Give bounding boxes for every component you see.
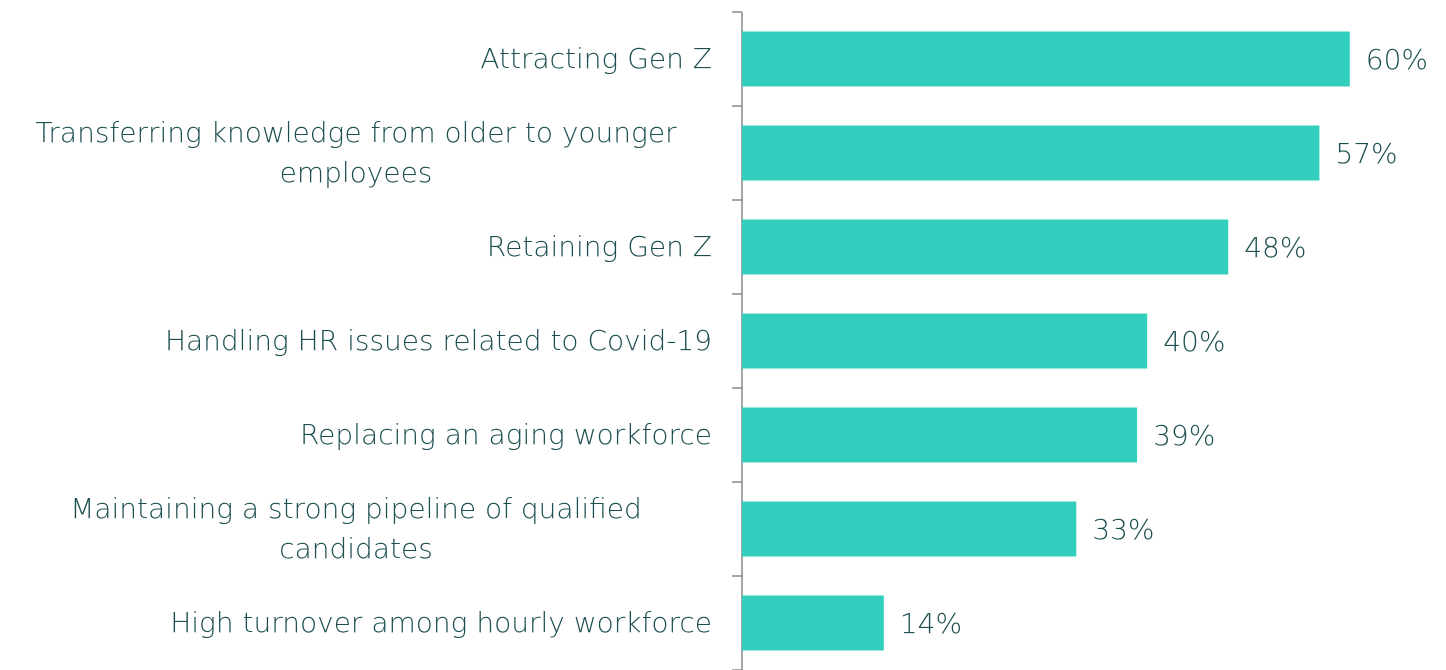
bar <box>742 31 1350 87</box>
category-text: Replacing an aging workforce <box>299 418 712 451</box>
bar <box>742 313 1148 369</box>
category-label: Replacing an aging workforce <box>0 415 712 455</box>
category-label: Transferring knowledge from older to you… <box>0 113 712 193</box>
bar <box>742 219 1229 275</box>
category-text: Attracting Gen Z <box>480 42 712 75</box>
category-label: Attracting Gen Z <box>0 39 712 79</box>
value-label: 39% <box>1153 419 1215 452</box>
category-text: Retaining Gen Z <box>486 230 712 263</box>
category-text: Handling HR issues related to Covid-19 <box>164 324 712 357</box>
category-label: Retaining Gen Z <box>0 227 712 267</box>
value-label: 40% <box>1163 325 1225 358</box>
bar <box>742 595 884 651</box>
bar <box>742 407 1138 463</box>
category-text: Transferring knowledge from older to you… <box>35 116 677 189</box>
bar <box>742 501 1077 557</box>
value-label: 33% <box>1092 513 1154 546</box>
category-text: Maintaining a strong pipeline of qualifi… <box>70 492 642 565</box>
category-label: Maintaining a strong pipeline of qualifi… <box>0 489 712 569</box>
category-text: High turnover among hourly workforce <box>170 606 712 639</box>
value-label: 60% <box>1366 43 1428 76</box>
value-label: 57% <box>1335 137 1397 170</box>
category-label: High turnover among hourly workforce <box>0 603 712 643</box>
bar <box>742 125 1320 181</box>
value-label: 48% <box>1244 231 1306 264</box>
category-label: Handling HR issues related to Covid-19 <box>0 321 712 361</box>
value-label: 14% <box>900 607 962 640</box>
